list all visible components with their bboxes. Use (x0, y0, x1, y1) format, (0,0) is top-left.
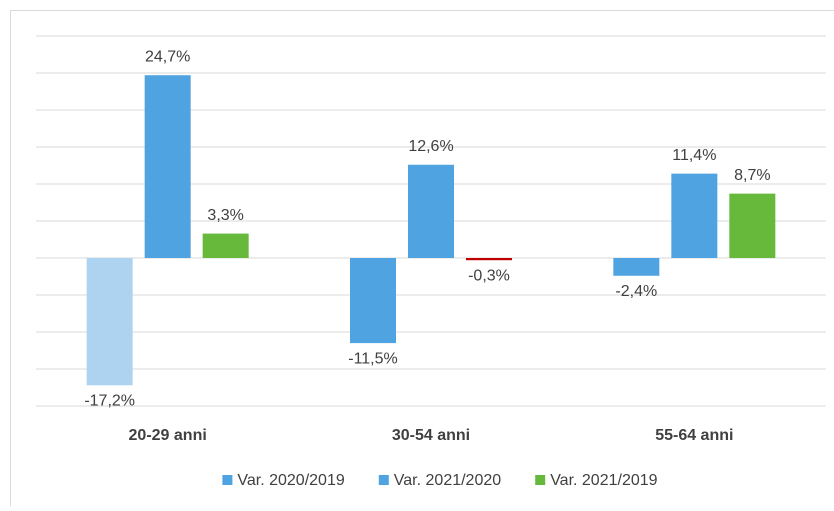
bar (145, 75, 191, 258)
bar (408, 165, 454, 258)
bar (613, 258, 659, 276)
data-label: 12,6% (408, 138, 453, 155)
legend-swatch (379, 475, 389, 485)
data-label: -0,3% (468, 267, 510, 284)
bar (203, 234, 249, 258)
data-label: 11,4% (672, 147, 716, 164)
x-tick-label: 55-64 anni (655, 427, 733, 444)
bar (87, 258, 133, 385)
legend-label: Var. 2021/2020 (394, 472, 501, 489)
legend-label: Var. 2020/2019 (237, 472, 344, 489)
bar (729, 194, 775, 258)
legend-swatch (222, 475, 232, 485)
bar (350, 258, 396, 343)
data-label: -17,2% (84, 392, 135, 409)
bar (466, 258, 512, 260)
bar (671, 174, 717, 258)
x-tick-label: 20-29 anni (129, 427, 207, 444)
data-label: -2,4% (615, 283, 657, 300)
data-label: 3,3% (207, 207, 243, 224)
data-label: -11,5% (348, 350, 398, 367)
legend-swatch (535, 475, 545, 485)
data-label: 24,7% (145, 48, 190, 65)
data-label: 8,7% (734, 167, 770, 184)
legend-label: Var. 2021/2019 (550, 472, 657, 489)
x-tick-label: 30-54 anni (392, 427, 470, 444)
